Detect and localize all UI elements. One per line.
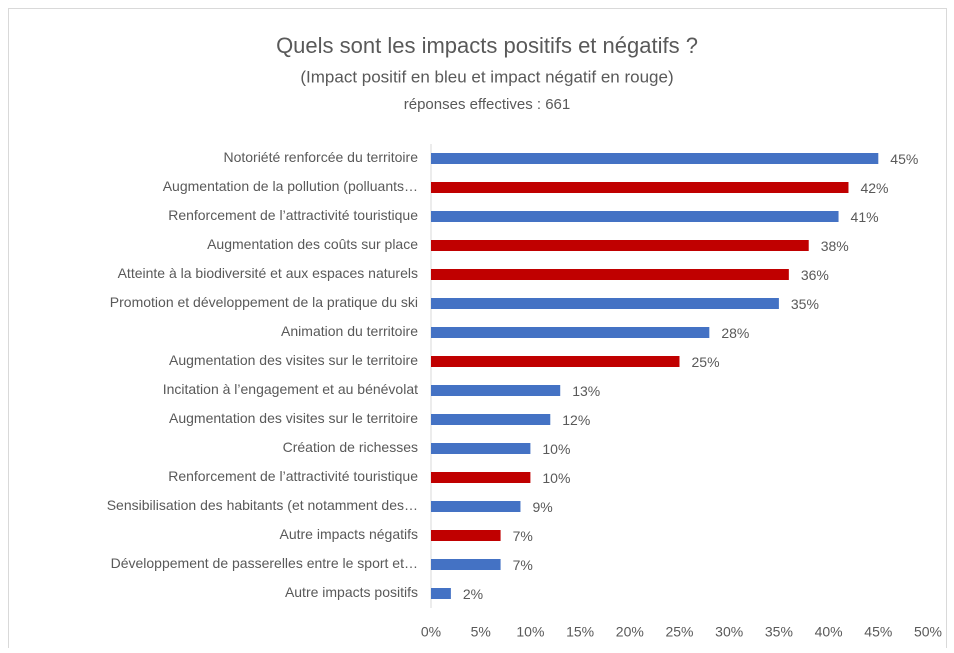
data-label: 9% [532, 499, 552, 515]
bar [431, 501, 521, 512]
bar [431, 356, 680, 367]
y-tick-label: Promotion et développement de la pratiqu… [110, 294, 418, 310]
x-tick-label: 50% [914, 624, 942, 640]
x-tick-label: 5% [471, 624, 491, 640]
data-label: 7% [513, 557, 533, 573]
x-tick-label: 15% [566, 624, 594, 640]
y-tick-label: Renforcement de l’attractivité touristiq… [168, 468, 418, 484]
y-tick-label: Notoriété renforcée du territoire [223, 149, 418, 165]
chart-title: Quels sont les impacts positifs et négat… [276, 33, 698, 58]
data-label: 42% [860, 180, 888, 196]
y-tick-label: Augmentation des coûts sur place [207, 236, 418, 252]
chart-note: réponses effectives : 661 [404, 96, 571, 113]
bar [431, 269, 789, 280]
y-tick-label: Animation du territoire [281, 323, 418, 339]
bar [431, 414, 551, 425]
data-label: 7% [513, 528, 533, 544]
y-tick-label: Augmentation des visites sur le territoi… [169, 410, 418, 426]
bar [431, 559, 501, 570]
x-tick-label: 20% [616, 624, 644, 640]
x-tick-label: 30% [715, 624, 743, 640]
y-tick-label: Augmentation des visites sur le territoi… [169, 352, 418, 368]
bar [431, 472, 531, 483]
data-label: 2% [463, 586, 483, 602]
data-label: 12% [562, 412, 590, 428]
bar [431, 530, 501, 541]
data-label: 35% [791, 296, 819, 312]
data-label: 45% [890, 151, 918, 167]
y-tick-label: Incitation à l’engagement et au bénévola… [163, 381, 418, 397]
x-tick-label: 40% [815, 624, 843, 640]
y-tick-label: Sensibilisation des habitants (et notamm… [107, 497, 418, 513]
data-label: 10% [542, 441, 570, 457]
data-label: 25% [692, 354, 720, 370]
bar [431, 211, 839, 222]
y-tick-label: Autre impacts négatifs [279, 526, 418, 542]
y-tick-label: Autre impacts positifs [285, 584, 418, 600]
bar [431, 298, 779, 309]
x-tick-label: 45% [864, 624, 892, 640]
data-label: 28% [721, 325, 749, 341]
bar [431, 443, 531, 454]
x-tick-label: 10% [516, 624, 544, 640]
data-label: 10% [542, 470, 570, 486]
bar [431, 385, 561, 396]
bar [431, 240, 809, 251]
bar [431, 153, 879, 164]
y-tick-label: Développement de passerelles entre le sp… [111, 555, 418, 571]
data-label: 38% [821, 238, 849, 254]
data-label: 13% [572, 383, 600, 399]
chart-subtitle: (Impact positif en bleu et impact négati… [300, 67, 673, 86]
data-label: 41% [851, 209, 879, 225]
x-tick-label: 0% [421, 624, 441, 640]
data-label: 36% [801, 267, 829, 283]
bar [431, 588, 451, 599]
x-tick-label: 25% [665, 624, 693, 640]
y-tick-label: Renforcement de l’attractivité touristiq… [168, 207, 418, 223]
y-tick-label: Atteinte à la biodiversité et aux espace… [118, 265, 418, 281]
y-tick-label: Création de richesses [283, 439, 418, 455]
y-tick-label: Augmentation de la pollution (polluants… [163, 178, 418, 194]
bar [431, 327, 710, 338]
x-tick-label: 35% [765, 624, 793, 640]
bar [431, 182, 849, 193]
